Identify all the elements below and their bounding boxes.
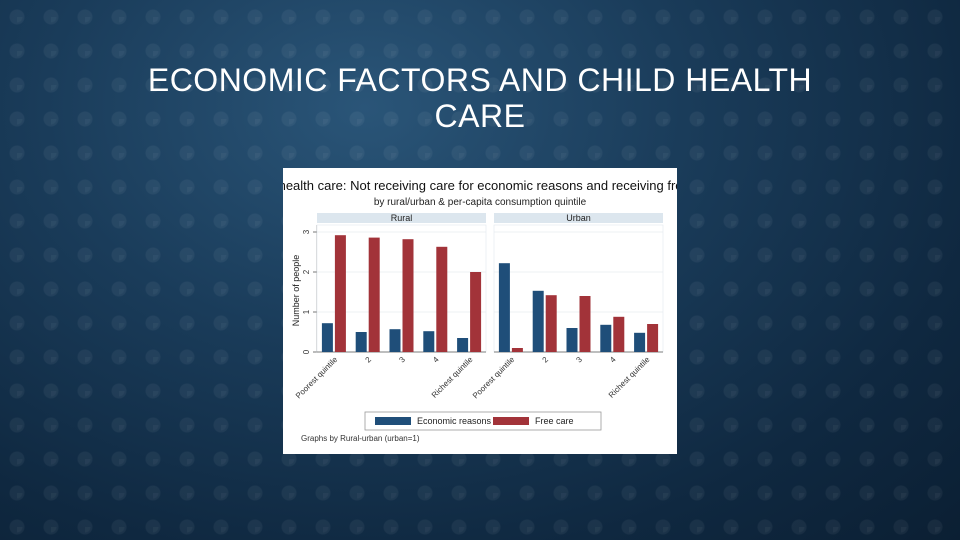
y-tick-label: 3 <box>302 229 311 234</box>
bar-urban-free-4 <box>613 316 625 352</box>
chart-subtitle: by rural/urban & per-capita consumption … <box>374 197 587 208</box>
x-tick-label: 4 <box>608 355 618 365</box>
bar-rural-free-2 <box>368 237 380 352</box>
x-tick-label: Poorest quintile <box>471 355 517 401</box>
bar-rural-free-1 <box>334 235 346 352</box>
slide-title: ECONOMIC FACTORS AND CHILD HEALTH CARE <box>147 62 813 134</box>
panel-strip-urban <box>494 213 663 223</box>
panel-strip-rural <box>317 213 486 223</box>
bar-urban-free-2 <box>545 295 557 352</box>
bar-urban-economic-3 <box>566 328 578 352</box>
y-tick-label: 0 <box>302 349 311 354</box>
bar-rural-free-5 <box>470 272 482 352</box>
bar-rural-economic-4 <box>423 331 435 352</box>
bar-urban-economic-5 <box>634 332 646 352</box>
y-tick-label: 1 <box>302 309 311 314</box>
bar-rural-free-3 <box>402 239 414 352</box>
legend-swatch <box>493 417 529 425</box>
legend-label: Free care <box>535 416 574 426</box>
bar-urban-free-3 <box>579 296 591 352</box>
x-tick-label: 2 <box>541 355 551 365</box>
chart-note: Graphs by Rural-urban (urban=1) <box>301 434 420 443</box>
x-tick-label: 2 <box>364 355 374 365</box>
y-axis-label: Number of people <box>291 255 301 327</box>
bar-urban-free-5 <box>647 324 659 352</box>
bar-rural-economic-3 <box>389 329 401 352</box>
chart-title: Child health care: Not receiving care fo… <box>283 178 677 193</box>
x-tick-label: 4 <box>431 355 441 365</box>
bar-rural-economic-2 <box>355 332 367 352</box>
x-tick-label: 3 <box>397 355 407 365</box>
x-tick-label: 3 <box>574 355 584 365</box>
bar-urban-economic-2 <box>532 290 544 352</box>
chart-frame: Child health care: Not receiving care fo… <box>283 168 677 454</box>
legend-box <box>364 411 602 431</box>
panel-label-rural: Rural <box>391 213 413 223</box>
legend-label: Economic reasons <box>417 416 492 426</box>
legend-swatch <box>375 417 411 425</box>
bar-chart: Child health care: Not receiving care fo… <box>283 178 677 443</box>
bar-rural-free-4 <box>436 246 448 352</box>
bar-rural-economic-5 <box>457 338 469 352</box>
bar-urban-economic-1 <box>498 263 510 352</box>
y-tick-label: 2 <box>302 269 311 274</box>
panel-label-urban: Urban <box>566 213 591 223</box>
panel-plot-area <box>493 224 664 353</box>
bar-urban-economic-4 <box>600 324 612 352</box>
bar-urban-free-1 <box>511 348 523 352</box>
bar-rural-economic-1 <box>321 323 333 352</box>
x-tick-label: Poorest quintile <box>294 355 340 401</box>
